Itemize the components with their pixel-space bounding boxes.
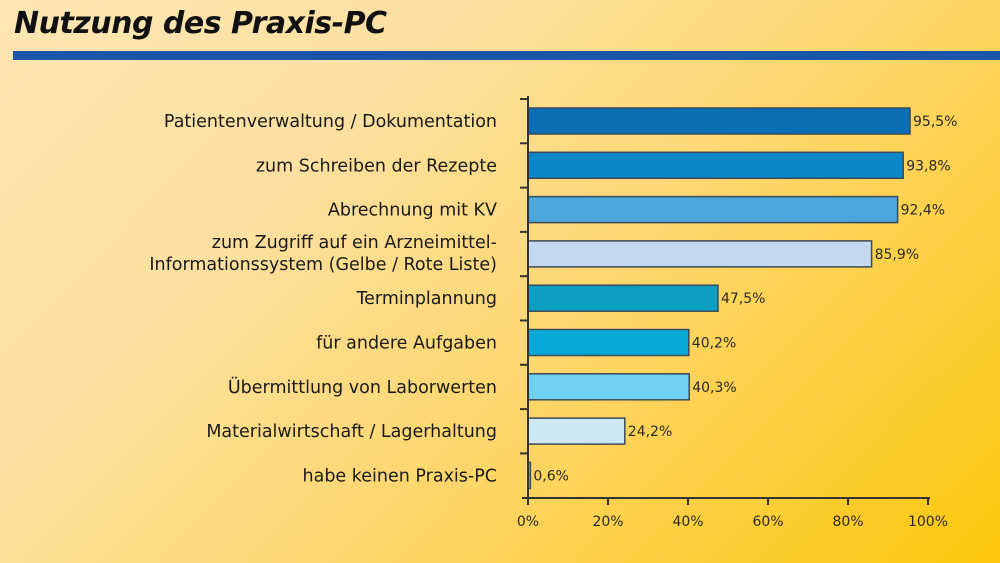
value-label: 92,4% xyxy=(901,203,945,219)
bar xyxy=(527,240,873,268)
value-label: 47,5% xyxy=(721,291,765,307)
x-tick-label: 100% xyxy=(908,514,948,530)
category-label: Informationssystem (Gelbe / Rote Liste) xyxy=(149,255,497,275)
bar xyxy=(527,373,690,401)
bar xyxy=(527,284,719,312)
value-label: 95,5% xyxy=(913,114,957,130)
bars-group xyxy=(527,107,911,490)
category-labels: Patientenverwaltung / Dokumentation zum S… xyxy=(149,112,497,486)
bar xyxy=(527,107,911,135)
value-label: 85,9% xyxy=(875,247,919,263)
value-label: 0,6% xyxy=(533,468,569,484)
x-tick-label: 80% xyxy=(832,514,863,530)
category-label: Übermittlung von Laborwerten xyxy=(228,376,497,398)
category-label: zum Zugriff auf ein Arzneimittel- xyxy=(212,233,497,253)
category-label: zum Schreiben der Rezepte xyxy=(256,156,497,176)
bar xyxy=(527,151,904,180)
value-label: 40,2% xyxy=(692,336,736,352)
chart-title: Nutzung des Praxis-PC xyxy=(14,6,387,41)
category-label: Materialwirtschaft / Lagerhaltung xyxy=(206,422,497,442)
category-label: Terminplannung xyxy=(355,289,497,309)
bar xyxy=(527,195,899,224)
category-label: Abrechnung mit KV xyxy=(328,201,497,221)
x-tick-label: 0% xyxy=(517,514,539,530)
value-label: 93,8% xyxy=(906,158,950,174)
category-label: Patientenverwaltung / Dokumentation xyxy=(164,112,497,132)
value-labels: 95,5% 93,8% 92,4% 85,9% 47,5% 40,2% 40,3% 24,2%… xyxy=(533,114,957,484)
x-tick-label: 20% xyxy=(592,514,623,530)
category-label: für andere Aufgaben xyxy=(316,334,497,354)
axes: 0% 20% 40% 60% 80% 100% xyxy=(517,96,948,530)
bar xyxy=(527,328,690,357)
bar xyxy=(527,417,626,445)
x-tick-label: 60% xyxy=(752,514,783,530)
value-label: 40,3% xyxy=(692,380,736,396)
x-tick-label: 40% xyxy=(672,514,703,530)
value-label: 24,2% xyxy=(628,424,672,440)
title-underline xyxy=(13,51,1000,60)
category-label: habe keinen Praxis-PC xyxy=(303,466,498,486)
